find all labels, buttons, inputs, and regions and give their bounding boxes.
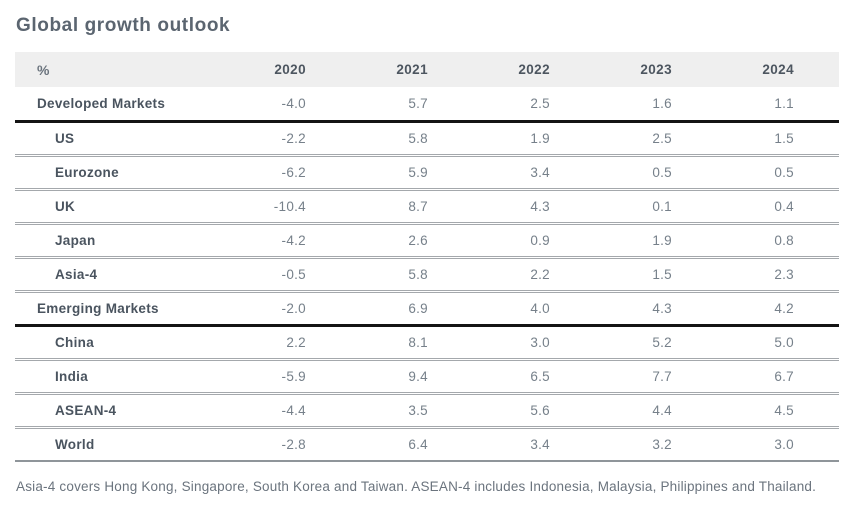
row-label: India bbox=[15, 359, 229, 395]
growth-outlook-table: % 2020 2021 2022 2023 2024 Developed Mar… bbox=[15, 52, 839, 462]
value-cell: 7.7 bbox=[595, 359, 717, 395]
value-cell: 0.5 bbox=[717, 155, 839, 191]
table-row: India -5.9 9.4 6.5 7.7 6.7 bbox=[15, 359, 839, 395]
value-cell: 6.7 bbox=[717, 359, 839, 395]
value-cell: -2.2 bbox=[229, 121, 351, 157]
footnote: Asia-4 covers Hong Kong, Singapore, Sout… bbox=[16, 479, 817, 494]
row-label: ASEAN-4 bbox=[15, 393, 229, 429]
value-cell: 3.4 bbox=[473, 427, 595, 462]
value-cell: 2.5 bbox=[473, 87, 595, 123]
table-row: China 2.2 8.1 3.0 5.2 5.0 bbox=[15, 325, 839, 361]
value-cell: 8.1 bbox=[351, 325, 473, 361]
value-cell: 4.3 bbox=[473, 189, 595, 225]
value-cell: 6.9 bbox=[351, 291, 473, 327]
table-row: Developed Markets -4.0 5.7 2.5 1.6 1.1 bbox=[15, 87, 839, 123]
table-row: Asia-4 -0.5 5.8 2.2 1.5 2.3 bbox=[15, 257, 839, 293]
value-cell: 5.2 bbox=[595, 325, 717, 361]
value-cell: -4.4 bbox=[229, 393, 351, 429]
year-header-2024: 2024 bbox=[717, 52, 839, 87]
value-cell: -4.2 bbox=[229, 223, 351, 259]
value-cell: 8.7 bbox=[351, 189, 473, 225]
row-label: World bbox=[15, 427, 229, 462]
value-cell: -4.0 bbox=[229, 87, 351, 123]
value-cell: 5.7 bbox=[351, 87, 473, 123]
page-title: Global growth outlook bbox=[16, 15, 231, 36]
table-row: Japan -4.2 2.6 0.9 1.9 0.8 bbox=[15, 223, 839, 259]
table-header: % 2020 2021 2022 2023 2024 bbox=[15, 52, 839, 87]
value-cell: 0.9 bbox=[473, 223, 595, 259]
value-cell: 6.5 bbox=[473, 359, 595, 395]
row-label: Asia-4 bbox=[15, 257, 229, 293]
value-cell: 3.2 bbox=[595, 427, 717, 462]
row-label: Emerging Markets bbox=[15, 291, 229, 327]
year-header-2022: 2022 bbox=[473, 52, 595, 87]
value-cell: 4.5 bbox=[717, 393, 839, 429]
value-cell: 1.9 bbox=[473, 121, 595, 157]
row-label: Japan bbox=[15, 223, 229, 259]
value-cell: 6.4 bbox=[351, 427, 473, 462]
year-header-2020: 2020 bbox=[229, 52, 351, 87]
table-row: Eurozone -6.2 5.9 3.4 0.5 0.5 bbox=[15, 155, 839, 191]
value-cell: -0.5 bbox=[229, 257, 351, 293]
value-cell: 4.3 bbox=[595, 291, 717, 327]
value-cell: 3.5 bbox=[351, 393, 473, 429]
value-cell: 5.0 bbox=[717, 325, 839, 361]
table-row: ASEAN-4 -4.4 3.5 5.6 4.4 4.5 bbox=[15, 393, 839, 429]
value-cell: -2.8 bbox=[229, 427, 351, 462]
table-row: World -2.8 6.4 3.4 3.2 3.0 bbox=[15, 427, 839, 462]
row-label: Developed Markets bbox=[15, 87, 229, 123]
year-header-2023: 2023 bbox=[595, 52, 717, 87]
value-cell: -5.9 bbox=[229, 359, 351, 395]
year-header-2021: 2021 bbox=[351, 52, 473, 87]
table-header-row: % 2020 2021 2022 2023 2024 bbox=[15, 52, 839, 87]
value-cell: 1.6 bbox=[595, 87, 717, 123]
value-cell: 4.4 bbox=[595, 393, 717, 429]
value-cell: 0.5 bbox=[595, 155, 717, 191]
value-cell: 2.6 bbox=[351, 223, 473, 259]
value-cell: 0.8 bbox=[717, 223, 839, 259]
value-cell: 9.4 bbox=[351, 359, 473, 395]
value-cell: 2.2 bbox=[229, 325, 351, 361]
value-cell: 2.5 bbox=[595, 121, 717, 157]
value-cell: 4.2 bbox=[717, 291, 839, 327]
value-cell: -6.2 bbox=[229, 155, 351, 191]
value-cell: 3.0 bbox=[473, 325, 595, 361]
table-row: Emerging Markets -2.0 6.9 4.0 4.3 4.2 bbox=[15, 291, 839, 327]
value-cell: 1.1 bbox=[717, 87, 839, 123]
page: Global growth outlook % 2020 2021 2022 2… bbox=[15, 15, 839, 494]
value-cell: 4.0 bbox=[473, 291, 595, 327]
table-row: US -2.2 5.8 1.9 2.5 1.5 bbox=[15, 121, 839, 157]
value-cell: 3.4 bbox=[473, 155, 595, 191]
value-cell: -2.0 bbox=[229, 291, 351, 327]
value-cell: 5.6 bbox=[473, 393, 595, 429]
row-label: US bbox=[15, 121, 229, 157]
unit-header-cell: % bbox=[15, 52, 229, 87]
value-cell: 3.0 bbox=[717, 427, 839, 462]
value-cell: -10.4 bbox=[229, 189, 351, 225]
value-cell: 0.4 bbox=[717, 189, 839, 225]
value-cell: 0.1 bbox=[595, 189, 717, 225]
value-cell: 5.8 bbox=[351, 121, 473, 157]
row-label: Eurozone bbox=[15, 155, 229, 191]
value-cell: 1.5 bbox=[717, 121, 839, 157]
row-label: China bbox=[15, 325, 229, 361]
value-cell: 5.9 bbox=[351, 155, 473, 191]
row-label: UK bbox=[15, 189, 229, 225]
value-cell: 1.9 bbox=[595, 223, 717, 259]
value-cell: 1.5 bbox=[595, 257, 717, 293]
value-cell: 5.8 bbox=[351, 257, 473, 293]
table-body: Developed Markets -4.0 5.7 2.5 1.6 1.1 US -2.2 5… bbox=[15, 87, 839, 462]
table-row: UK -10.4 8.7 4.3 0.1 0.4 bbox=[15, 189, 839, 225]
value-cell: 2.2 bbox=[473, 257, 595, 293]
value-cell: 2.3 bbox=[717, 257, 839, 293]
